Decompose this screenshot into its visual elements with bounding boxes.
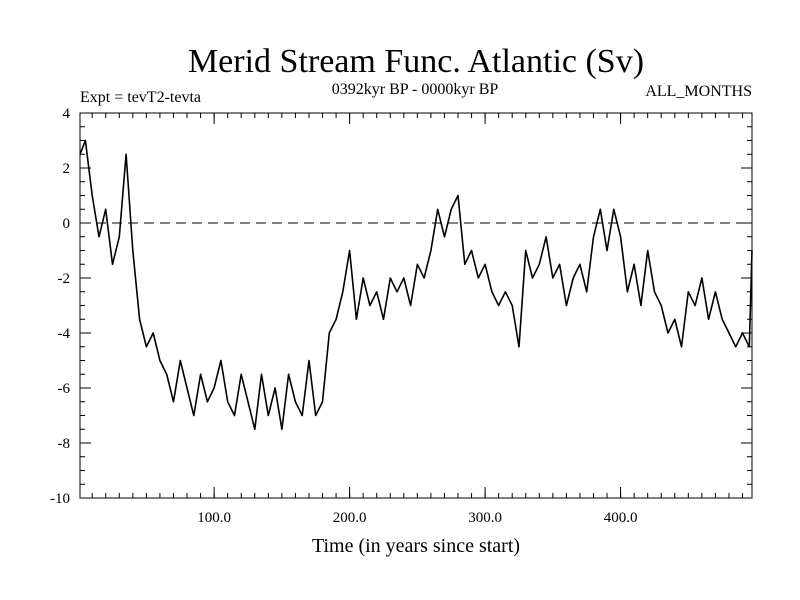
x-axis-label: Time (in years since start)	[312, 535, 520, 557]
chart-title: Merid Stream Func. Atlantic (Sv)	[188, 43, 644, 80]
x-tick-label: 300.0	[468, 510, 502, 526]
minor-ticks	[80, 112, 752, 499]
y-tick-label: -8	[58, 436, 71, 452]
y-tick-label: -4	[58, 326, 71, 342]
series-group	[79, 139, 753, 431]
y-tick-label: 2	[63, 161, 71, 177]
subtitle-right: ALL_MONTHS	[645, 83, 752, 100]
y-tick-labels: 4 2 0 -2 -4 -6 -8 -10	[50, 106, 71, 507]
major-ticks	[80, 112, 752, 499]
x-tick-label: 400.0	[604, 510, 638, 526]
y-tick-label: 0	[63, 216, 71, 232]
y-tick-label: 4	[63, 106, 71, 122]
subtitle-left: Expt = tevT2-tevta	[80, 89, 201, 106]
x-tick-labels: 100.0 200.0 300.0 400.0	[197, 510, 637, 526]
subtitle-center: 0392kyr BP - 0000kyr BP	[332, 81, 499, 98]
y-tick-label: -6	[58, 381, 71, 397]
y-tick-label: -10	[50, 491, 70, 507]
x-tick-label: 200.0	[333, 510, 367, 526]
y-tick-label: -2	[58, 271, 71, 287]
plot-frame	[79, 112, 753, 499]
x-tick-label: 100.0	[197, 510, 231, 526]
series-line	[79, 139, 753, 431]
